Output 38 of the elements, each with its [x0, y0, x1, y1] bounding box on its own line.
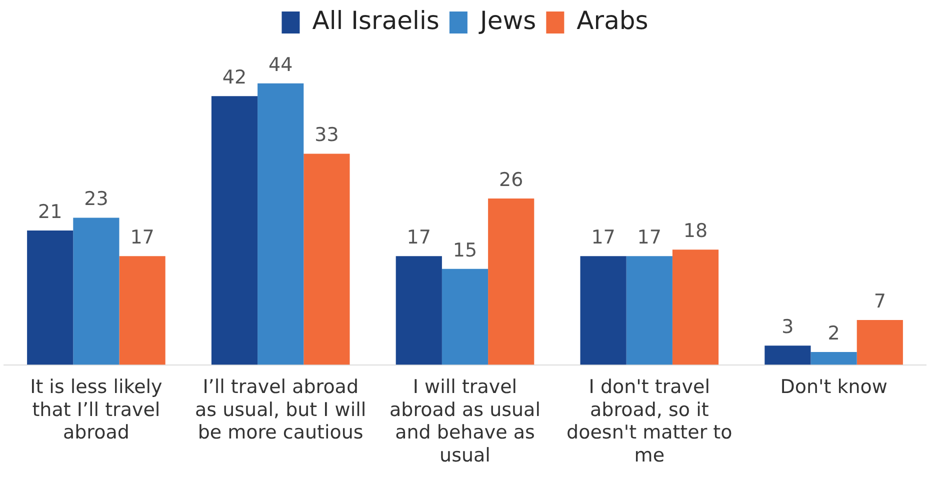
- data-label: 21: [38, 200, 62, 223]
- data-label: 17: [591, 226, 616, 249]
- bar: [119, 256, 166, 365]
- legend-label: Arabs: [576, 6, 648, 35]
- data-label: 42: [222, 66, 247, 89]
- bar: [672, 250, 719, 365]
- bar: [396, 256, 442, 365]
- data-label: 15: [452, 239, 478, 262]
- bar: [442, 268, 488, 365]
- data-label: 7: [874, 290, 886, 312]
- data-label: 26: [499, 168, 524, 191]
- x-tick-label: I will travel abroad as usual and behave as usual: [390, 376, 540, 467]
- bar: [856, 320, 903, 365]
- data-label: 44: [268, 54, 293, 76]
- data-label: 18: [683, 220, 708, 242]
- legend-label: Jews: [478, 6, 536, 35]
- data-label: 2: [828, 322, 840, 344]
- data-label: 23: [84, 188, 108, 210]
- bar: [258, 83, 304, 365]
- bar: [211, 96, 258, 365]
- x-tick-label: It is less likely that I’ll travel abroad: [30, 376, 162, 444]
- bar: [626, 256, 672, 365]
- x-tick-label: Don't know: [780, 376, 888, 398]
- data-label: 17: [637, 226, 662, 249]
- bar: [488, 198, 534, 365]
- bar: [27, 230, 74, 365]
- bar: [764, 346, 811, 365]
- data-label: 33: [314, 124, 339, 146]
- bar: [304, 154, 350, 365]
- bar: [810, 352, 857, 365]
- bar: [73, 218, 120, 365]
- x-tick-label: I’ll travel abroad as usual, but I will be more cautious: [195, 376, 366, 444]
- data-label: 17: [130, 226, 154, 249]
- legend-label: All Israelis: [312, 6, 440, 35]
- data-label: 3: [782, 316, 794, 338]
- data-label: 17: [406, 226, 431, 249]
- bar: [580, 256, 626, 365]
- x-tick-label: I don't travel abroad, so it doesn't matter to me: [566, 376, 732, 467]
